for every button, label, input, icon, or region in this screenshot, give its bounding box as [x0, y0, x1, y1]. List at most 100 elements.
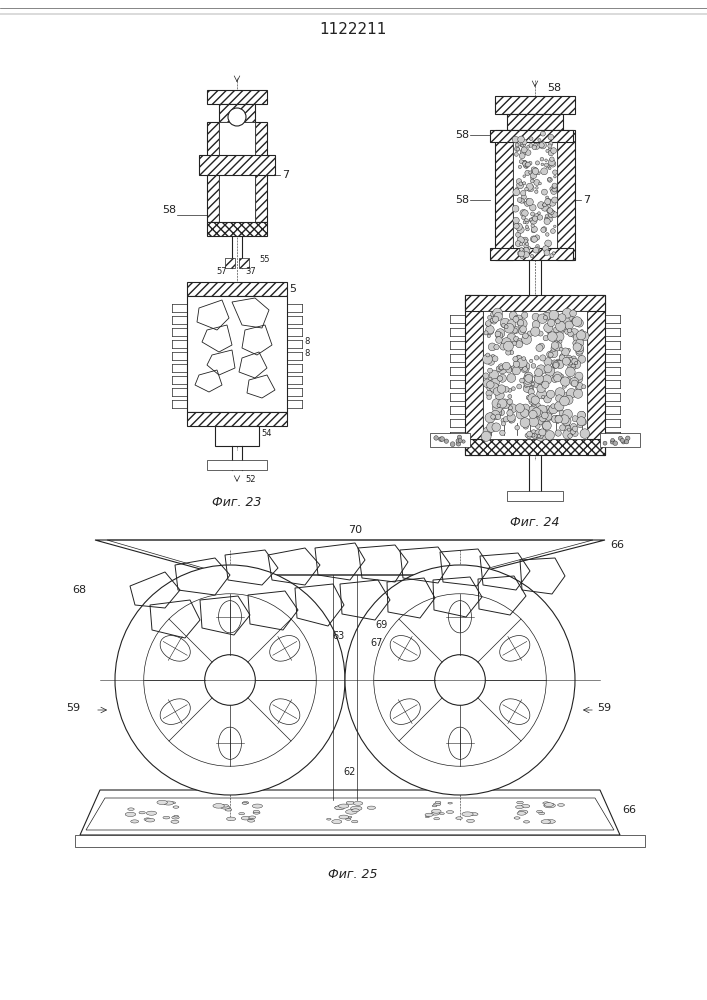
- Circle shape: [539, 142, 547, 149]
- Circle shape: [554, 365, 557, 369]
- Circle shape: [550, 161, 556, 167]
- Circle shape: [521, 144, 523, 147]
- Circle shape: [573, 334, 581, 342]
- Circle shape: [571, 380, 578, 387]
- Ellipse shape: [163, 801, 173, 805]
- Circle shape: [541, 168, 548, 175]
- Bar: [199, 155, 275, 175]
- Circle shape: [568, 434, 573, 438]
- Circle shape: [530, 386, 532, 389]
- Circle shape: [565, 315, 573, 323]
- Circle shape: [552, 187, 557, 192]
- Ellipse shape: [426, 816, 429, 818]
- Circle shape: [525, 221, 528, 224]
- Circle shape: [571, 424, 577, 430]
- Circle shape: [518, 198, 522, 202]
- Circle shape: [572, 366, 576, 370]
- Circle shape: [513, 356, 518, 362]
- Circle shape: [555, 415, 562, 423]
- Circle shape: [547, 204, 551, 208]
- Circle shape: [509, 312, 518, 320]
- Circle shape: [559, 410, 565, 416]
- Circle shape: [517, 182, 524, 189]
- Circle shape: [498, 364, 504, 370]
- Circle shape: [518, 140, 524, 146]
- Ellipse shape: [225, 808, 232, 811]
- Bar: [465, 295, 483, 455]
- Circle shape: [533, 411, 542, 420]
- Text: 58: 58: [455, 195, 469, 205]
- Circle shape: [497, 385, 506, 393]
- Circle shape: [545, 431, 554, 440]
- Circle shape: [553, 361, 559, 368]
- Ellipse shape: [517, 801, 523, 804]
- Bar: [495, 96, 575, 114]
- Circle shape: [513, 189, 520, 196]
- Circle shape: [530, 405, 537, 412]
- Circle shape: [522, 367, 527, 372]
- Circle shape: [509, 419, 513, 423]
- Circle shape: [539, 414, 547, 422]
- Circle shape: [565, 329, 570, 334]
- Circle shape: [491, 410, 500, 420]
- Circle shape: [485, 413, 495, 423]
- Circle shape: [514, 336, 519, 341]
- Circle shape: [507, 366, 513, 372]
- Circle shape: [504, 323, 514, 333]
- Circle shape: [526, 395, 531, 400]
- Ellipse shape: [170, 802, 175, 804]
- Circle shape: [514, 223, 519, 229]
- Circle shape: [535, 161, 539, 165]
- Circle shape: [544, 365, 552, 373]
- Ellipse shape: [432, 805, 437, 807]
- Circle shape: [551, 342, 559, 349]
- Circle shape: [530, 137, 533, 141]
- Circle shape: [533, 247, 539, 253]
- Circle shape: [554, 332, 564, 341]
- Circle shape: [556, 360, 564, 369]
- Ellipse shape: [146, 811, 156, 815]
- Circle shape: [517, 339, 522, 344]
- Ellipse shape: [347, 816, 352, 818]
- Circle shape: [550, 187, 554, 191]
- Ellipse shape: [346, 801, 354, 804]
- Circle shape: [559, 355, 566, 361]
- Circle shape: [534, 374, 544, 384]
- Bar: [207, 222, 267, 236]
- Circle shape: [516, 225, 519, 228]
- Circle shape: [544, 395, 551, 403]
- Circle shape: [530, 212, 534, 216]
- Circle shape: [548, 144, 552, 148]
- Ellipse shape: [346, 818, 351, 820]
- Ellipse shape: [431, 809, 441, 813]
- Circle shape: [566, 355, 572, 361]
- Circle shape: [486, 322, 490, 326]
- Circle shape: [498, 409, 505, 416]
- Circle shape: [515, 152, 518, 156]
- Circle shape: [528, 161, 532, 165]
- Circle shape: [541, 227, 546, 232]
- Circle shape: [576, 349, 583, 356]
- Circle shape: [520, 326, 527, 333]
- Circle shape: [534, 429, 544, 439]
- Circle shape: [543, 203, 547, 207]
- Circle shape: [555, 430, 561, 436]
- Circle shape: [570, 329, 579, 337]
- Circle shape: [491, 415, 496, 419]
- Circle shape: [523, 424, 528, 429]
- Bar: [495, 130, 513, 260]
- Circle shape: [525, 163, 530, 167]
- Circle shape: [518, 405, 522, 409]
- Circle shape: [505, 342, 510, 347]
- Circle shape: [493, 388, 501, 395]
- Circle shape: [531, 364, 536, 368]
- Circle shape: [547, 332, 557, 341]
- Bar: [465, 439, 605, 455]
- Circle shape: [537, 212, 540, 214]
- Circle shape: [554, 175, 556, 178]
- Circle shape: [539, 143, 544, 148]
- Circle shape: [556, 407, 561, 411]
- Circle shape: [515, 187, 519, 191]
- Circle shape: [507, 333, 516, 342]
- Circle shape: [520, 243, 523, 246]
